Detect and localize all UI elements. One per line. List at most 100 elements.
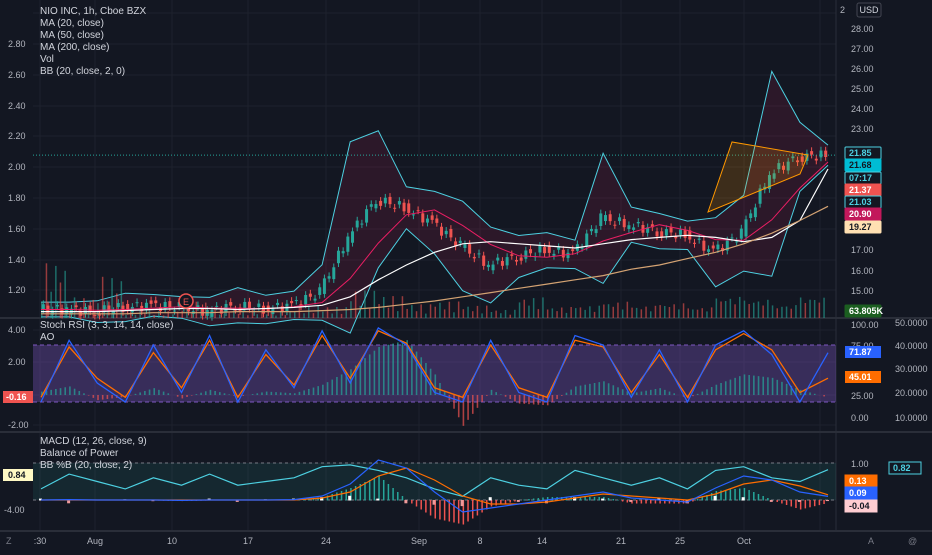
candle-body	[290, 301, 293, 303]
ao-bar	[762, 377, 764, 395]
legend-vol[interactable]: Vol	[40, 54, 146, 66]
volume-bar	[388, 308, 390, 318]
volume-bar	[153, 315, 155, 318]
volume-bar	[317, 306, 319, 318]
price-axis-tick: 23.00	[851, 124, 874, 134]
earnings-marker-label: E	[183, 297, 189, 307]
volume-bar	[219, 315, 221, 318]
volume-bar	[383, 297, 385, 318]
ao-bar	[383, 346, 385, 395]
ao-bar	[608, 383, 610, 395]
volume-bar	[303, 313, 305, 318]
candle-body	[679, 229, 682, 234]
candle-body	[229, 302, 232, 305]
main-legend: NIO INC, 1h, Cboe BZX MA (20, close) MA …	[40, 6, 146, 78]
ao-bar	[191, 395, 193, 396]
volume-bar	[453, 312, 455, 318]
volume-bar	[725, 301, 727, 318]
volume-bar	[791, 309, 793, 318]
candle-body	[468, 244, 471, 254]
price-tag-label: 19.27	[849, 222, 872, 232]
legend-title[interactable]: NIO INC, 1h, Cboe BZX	[40, 6, 146, 18]
ao-bar	[486, 395, 488, 396]
ao-bar	[210, 390, 212, 395]
rsi-tag-label: 71.87	[849, 347, 872, 357]
volume-bar	[655, 306, 657, 318]
candle-body	[75, 305, 78, 307]
ao-bar	[97, 395, 99, 400]
macd-histogram-bar	[491, 500, 493, 507]
candle-body	[295, 300, 298, 301]
candle-body	[510, 254, 513, 255]
bop-bar	[517, 500, 520, 502]
candle-body	[515, 260, 518, 262]
ao-bar	[692, 395, 694, 396]
price-corner: 2	[840, 5, 845, 15]
time-axis-label: 10	[167, 536, 177, 546]
legend-macd[interactable]: MACD (12, 26, close, 9)	[40, 436, 147, 448]
legend-bb[interactable]: BB (20, close, 2, 0)	[40, 66, 146, 78]
candle-body	[520, 257, 523, 260]
legend-ma200[interactable]: MA (200, close)	[40, 42, 146, 54]
macd-histogram-bar	[444, 500, 446, 521]
macd-histogram-bar	[477, 500, 479, 516]
macd-histogram-bar	[495, 500, 497, 506]
volume-bar	[74, 297, 76, 318]
ao-bar	[519, 395, 521, 404]
volume-bar	[125, 315, 127, 318]
volume-bar	[435, 307, 437, 318]
macd-histogram-bar	[589, 497, 591, 501]
price-tag-label: 07:17	[849, 173, 872, 183]
legend-ma50[interactable]: MA (50, close)	[40, 30, 146, 42]
rsi-legend: Stoch RSI (3, 3, 14, 14, close) AO	[40, 320, 173, 344]
time-axis-label: 21	[616, 536, 626, 546]
ao-bar	[664, 390, 666, 395]
candle-body	[384, 198, 387, 204]
macd-histogram-bar	[608, 498, 610, 501]
volume-bar	[762, 306, 764, 319]
candle-body	[824, 151, 827, 157]
macd-histogram-bar	[509, 500, 511, 503]
candle-body	[810, 151, 813, 154]
ao-bar	[266, 392, 268, 395]
volume-bar	[510, 315, 512, 318]
candle-body	[557, 247, 560, 250]
candle-body	[590, 229, 593, 231]
rsi-left-tick: 2.00	[8, 357, 26, 367]
candle-body	[735, 241, 738, 242]
legend-bb-percent-b[interactable]: BB %B (20, close, 2)	[40, 460, 147, 472]
volume-bar	[744, 301, 746, 318]
volume-bar	[678, 309, 680, 318]
rsi-right-tick: 20.0000	[895, 388, 928, 398]
volume-bar	[823, 298, 825, 318]
price-tag-label: 21.85	[849, 148, 872, 158]
ao-bar	[584, 385, 586, 395]
ao-bar	[453, 395, 455, 409]
ao-bar	[776, 380, 778, 395]
ao-bar	[702, 392, 704, 395]
legend-ma20[interactable]: MA (20, close)	[40, 18, 146, 30]
volume-bar	[613, 307, 615, 318]
candle-body	[262, 306, 265, 314]
ao-bar	[655, 389, 657, 395]
legend-bop[interactable]: Balance of Power	[40, 448, 147, 460]
ao-bar	[88, 395, 90, 396]
candle-body	[478, 253, 481, 254]
ao-bar	[725, 381, 727, 395]
ao-bar	[477, 395, 479, 408]
volume-bar	[163, 316, 165, 319]
price-axis-tick: 26.00	[851, 64, 874, 74]
volume-bar	[734, 304, 736, 318]
time-axis-label: 25	[675, 536, 685, 546]
bop-bar	[770, 500, 773, 502]
legend-ao[interactable]: AO	[40, 332, 173, 344]
legend-stoch-rsi[interactable]: Stoch RSI (3, 3, 14, 14, close)	[40, 320, 173, 332]
bop-bar	[714, 496, 717, 501]
volume-bar	[514, 310, 516, 318]
ao-bar	[55, 389, 57, 395]
ao-bar	[261, 392, 263, 395]
ao-bar	[139, 392, 141, 395]
macd-histogram-bar	[374, 478, 376, 501]
candle-body	[819, 151, 822, 158]
macd-histogram-bar	[411, 500, 413, 504]
